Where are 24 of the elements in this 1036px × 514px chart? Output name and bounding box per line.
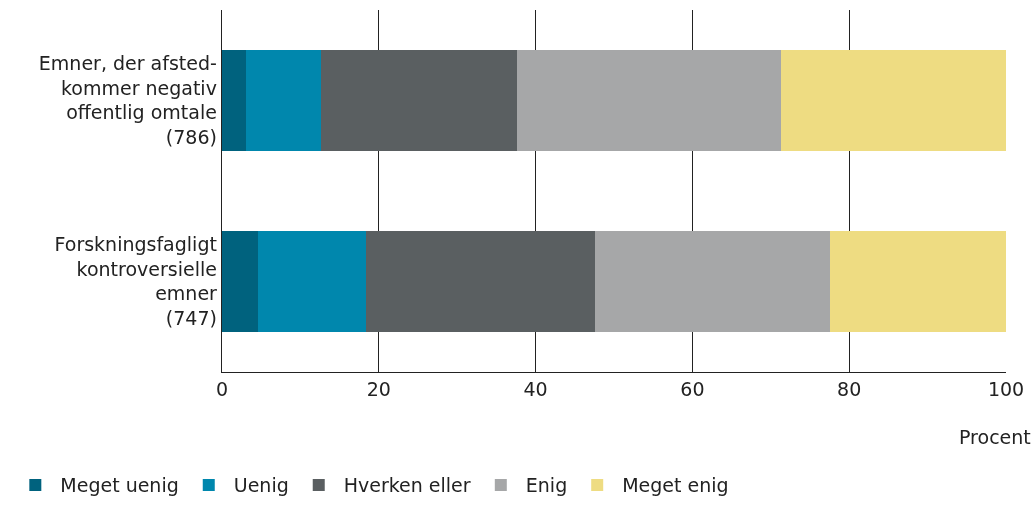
x-tick-label: 80 (837, 378, 862, 401)
bar (595, 230, 830, 333)
legend-label: Uenig (233, 474, 289, 497)
legend-label: Meget uenig (60, 474, 179, 497)
bar (829, 230, 1006, 333)
x-tick-label: 20 (366, 378, 391, 401)
x-tick-label: 0 (215, 378, 229, 401)
bar (320, 49, 517, 152)
y-tick-label: Forskningsfagligt kontroversielle emner (747) (54, 233, 218, 330)
bar (222, 49, 246, 152)
y-tick-label: Emner, der afsted- kommer negativ offentlig omtale (786) (38, 52, 217, 149)
bar (245, 49, 321, 152)
legend-label: Enig (525, 474, 568, 497)
bar (366, 230, 596, 333)
x-tick-label: 60 (680, 378, 705, 401)
legend-label: Meget enig (622, 474, 729, 497)
x-tick-label: 40 (523, 378, 548, 401)
bar (258, 230, 367, 333)
bar (780, 49, 1006, 152)
bar (222, 230, 259, 333)
legend-label: Hverken eller (343, 474, 471, 497)
bar (516, 49, 781, 152)
x-axis-title: Procent (959, 426, 1031, 448)
x-tick-label: 100 (987, 378, 1025, 401)
